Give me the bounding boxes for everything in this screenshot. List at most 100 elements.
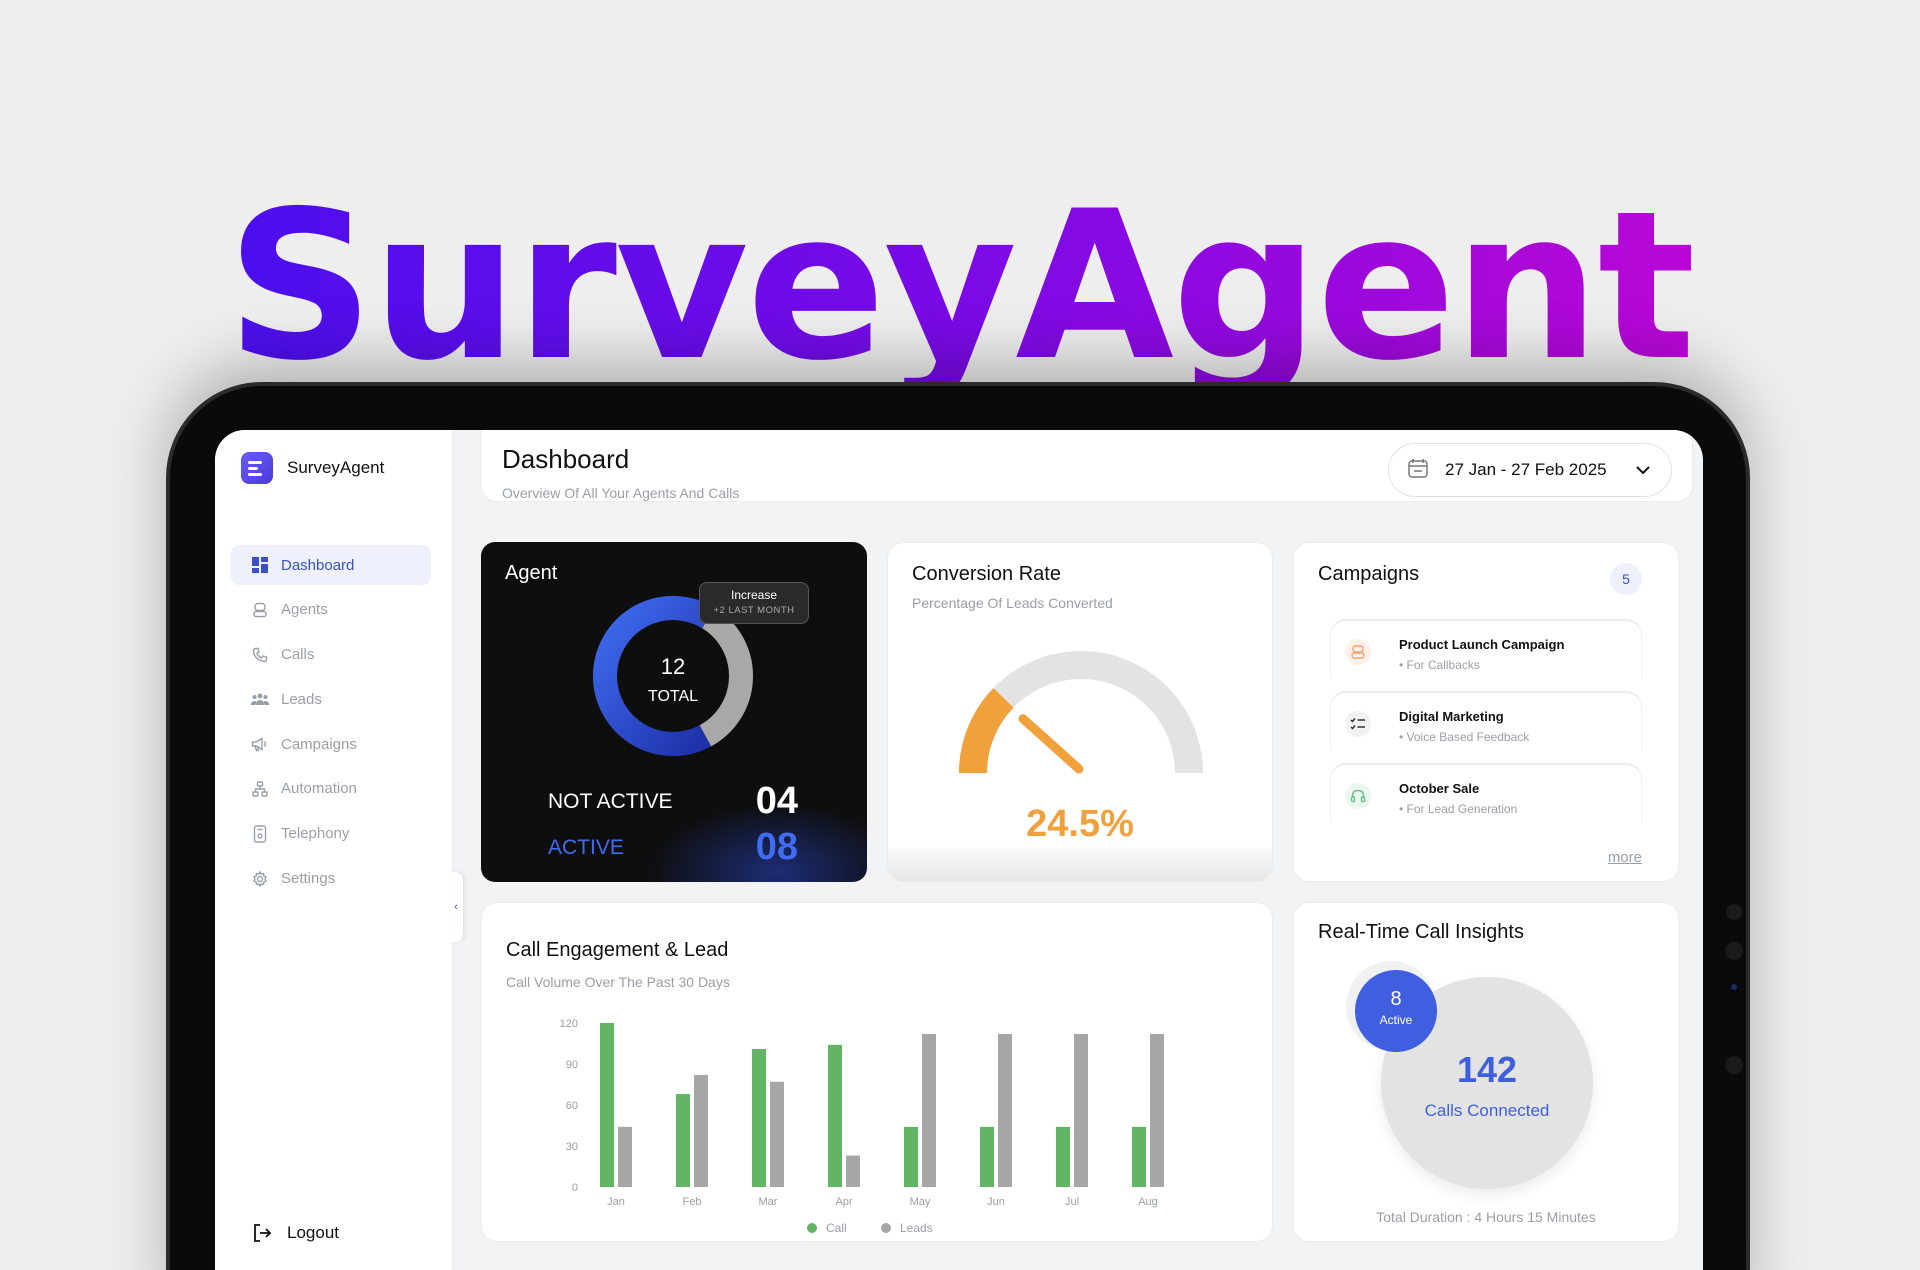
campaign-item[interactable]: October Sale • For Lead Generation bbox=[1330, 763, 1642, 823]
bar-call bbox=[904, 1126, 918, 1187]
sidebar-item-label: Calls bbox=[281, 646, 315, 664]
sidebar-item-label: Automation bbox=[281, 780, 357, 798]
gear-icon bbox=[251, 870, 269, 888]
agent-card-title: Agent bbox=[505, 562, 558, 584]
bar-leads bbox=[770, 1081, 784, 1187]
agent-total-value: 12 bbox=[661, 654, 685, 679]
x-tick-label: Feb bbox=[683, 1196, 702, 1208]
campaigns-title: Campaigns bbox=[1318, 563, 1420, 585]
increase-tooltip: Increase +2 LAST MONTH bbox=[699, 582, 809, 624]
bar-leads bbox=[846, 1155, 860, 1187]
not-active-value: 04 bbox=[755, 780, 798, 822]
conversion-value: 24.5% bbox=[1026, 803, 1134, 845]
headset-icon bbox=[1345, 783, 1371, 809]
active-calls-count: 8 bbox=[1390, 988, 1402, 1010]
x-tick-label: Apr bbox=[835, 1196, 852, 1208]
sidebar-item-label: Settings bbox=[281, 870, 336, 888]
users-icon bbox=[251, 690, 269, 708]
total-duration: Total Duration : 4 Hours 15 Minutes bbox=[1376, 1209, 1596, 1225]
sidebar-item-telephony[interactable]: Telephony bbox=[231, 814, 431, 854]
active-stat: ACTIVE 08 bbox=[548, 826, 798, 869]
campaign-desc: • Voice Based Feedback bbox=[1399, 730, 1530, 744]
tablet-sensor bbox=[1725, 942, 1743, 960]
legend-label-call: Call bbox=[826, 1221, 847, 1235]
x-tick-label: Jul bbox=[1065, 1196, 1079, 1208]
sidebar-item-label: Agents bbox=[281, 601, 328, 619]
donut-segment-active bbox=[593, 596, 715, 756]
x-tick-label: Jun bbox=[987, 1196, 1005, 1208]
not-active-stat: NOT ACTIVE 04 bbox=[548, 780, 798, 823]
bar-call bbox=[980, 1126, 994, 1187]
sidebar-item-dashboard[interactable]: Dashboard bbox=[231, 545, 431, 585]
bar-call bbox=[752, 1048, 766, 1187]
logout-label: Logout bbox=[287, 1223, 339, 1242]
tablet-sensor bbox=[1726, 904, 1742, 920]
y-tick-label: 60 bbox=[566, 1100, 578, 1112]
calendar-icon bbox=[1407, 457, 1429, 484]
y-tick-label: 120 bbox=[560, 1018, 578, 1030]
date-range-picker[interactable]: 27 Jan - 27 Feb 2025 bbox=[1388, 443, 1672, 497]
call-engagement-bar-chart: 0 30 60 90 120 Jan Feb Mar Apr May Jun Jul Aug Call Le… bbox=[560, 1018, 1164, 1235]
sidebar-item-automation[interactable]: Automation bbox=[231, 769, 431, 809]
legend-label-leads: Leads bbox=[900, 1221, 933, 1235]
campaigns-more-link[interactable]: more bbox=[1607, 849, 1642, 866]
tooltip-detail: +2 LAST MONTH bbox=[713, 605, 795, 616]
brand[interactable]: SurveyAgent bbox=[241, 452, 384, 484]
sidebar: SurveyAgent Dashboard Agents Calls bbox=[215, 430, 453, 1270]
active-calls-label: Active bbox=[1379, 1013, 1413, 1027]
sidebar-item-leads[interactable]: Leads bbox=[231, 679, 431, 719]
calls-connected-value: 142 bbox=[1456, 1049, 1518, 1090]
y-tick-label: 0 bbox=[572, 1182, 578, 1194]
bar-leads bbox=[1150, 1033, 1164, 1187]
conversion-title: Conversion Rate bbox=[912, 563, 1061, 585]
bar-leads bbox=[998, 1033, 1012, 1187]
campaigns-count-badge: 5 bbox=[1610, 563, 1642, 595]
app-screen: SurveyAgent Dashboard Agents Calls bbox=[215, 430, 1703, 1270]
campaign-item[interactable]: Product Launch Campaign • For Callbacks bbox=[1330, 619, 1642, 679]
conversion-gauge bbox=[959, 651, 1203, 774]
bar-call bbox=[600, 1023, 614, 1187]
not-active-label: NOT ACTIVE bbox=[548, 789, 673, 813]
agent-total-label: TOTAL bbox=[648, 688, 698, 705]
y-tick-label: 90 bbox=[566, 1059, 578, 1071]
bar-leads bbox=[618, 1126, 632, 1187]
sidebar-item-agents[interactable]: Agents bbox=[231, 590, 431, 630]
agent-donut-chart: 12 TOTAL bbox=[593, 596, 753, 756]
chevron-down-icon bbox=[1635, 460, 1651, 480]
bar-leads bbox=[694, 1074, 708, 1187]
page-header: Dashboard Overview Of All Your Agents An… bbox=[481, 430, 1693, 502]
campaign-item[interactable]: Digital Marketing • Voice Based Feedback bbox=[1330, 691, 1642, 751]
bar-call bbox=[1056, 1126, 1070, 1187]
x-tick-label: Aug bbox=[1138, 1196, 1158, 1208]
sidebar-nav: Dashboard Agents Calls Leads bbox=[231, 545, 431, 903]
real-time-insights-card: Real-Time Call Insights 8 Active 142 Cal… bbox=[1293, 902, 1679, 1242]
page-title: Dashboard bbox=[502, 444, 630, 474]
logout-button[interactable]: Logout bbox=[251, 1222, 339, 1244]
sidebar-item-label: Leads bbox=[281, 690, 322, 708]
date-range-label: 27 Jan - 27 Feb 2025 bbox=[1445, 460, 1607, 479]
chevron-left-icon: ‹ bbox=[454, 901, 458, 913]
hero-title: SurveyAgent bbox=[0, 185, 1920, 390]
page-subtitle: Overview Of All Your Agents And Calls bbox=[502, 485, 740, 501]
sidebar-item-label: Dashboard bbox=[281, 556, 355, 574]
sidebar-collapse-button[interactable]: ‹ bbox=[449, 872, 463, 942]
x-tick-label: Mar bbox=[759, 1196, 778, 1208]
sidebar-item-calls[interactable]: Calls bbox=[231, 635, 431, 675]
bar-call bbox=[676, 1094, 690, 1187]
sidebar-item-campaigns[interactable]: Campaigns bbox=[231, 724, 431, 764]
sidebar-item-settings[interactable]: Settings bbox=[231, 859, 431, 899]
bar-call bbox=[828, 1044, 842, 1187]
bar-leads bbox=[1074, 1033, 1088, 1187]
gauge-needle bbox=[1018, 714, 1084, 774]
campaign-name: Digital Marketing bbox=[1399, 709, 1504, 724]
logout-icon bbox=[251, 1222, 273, 1244]
agent-icon bbox=[251, 601, 269, 619]
x-tick-label: Jan bbox=[607, 1196, 625, 1208]
bar-leads bbox=[922, 1033, 936, 1187]
campaign-desc: • For Callbacks bbox=[1399, 658, 1480, 672]
campaign-name: Product Launch Campaign bbox=[1399, 637, 1565, 652]
robot-icon bbox=[1345, 639, 1371, 665]
sidebar-item-label: Telephony bbox=[281, 825, 350, 843]
engagement-subtitle: Call Volume Over The Past 30 Days bbox=[506, 974, 730, 990]
calls-connected-label: Calls Connected bbox=[1424, 1101, 1550, 1120]
